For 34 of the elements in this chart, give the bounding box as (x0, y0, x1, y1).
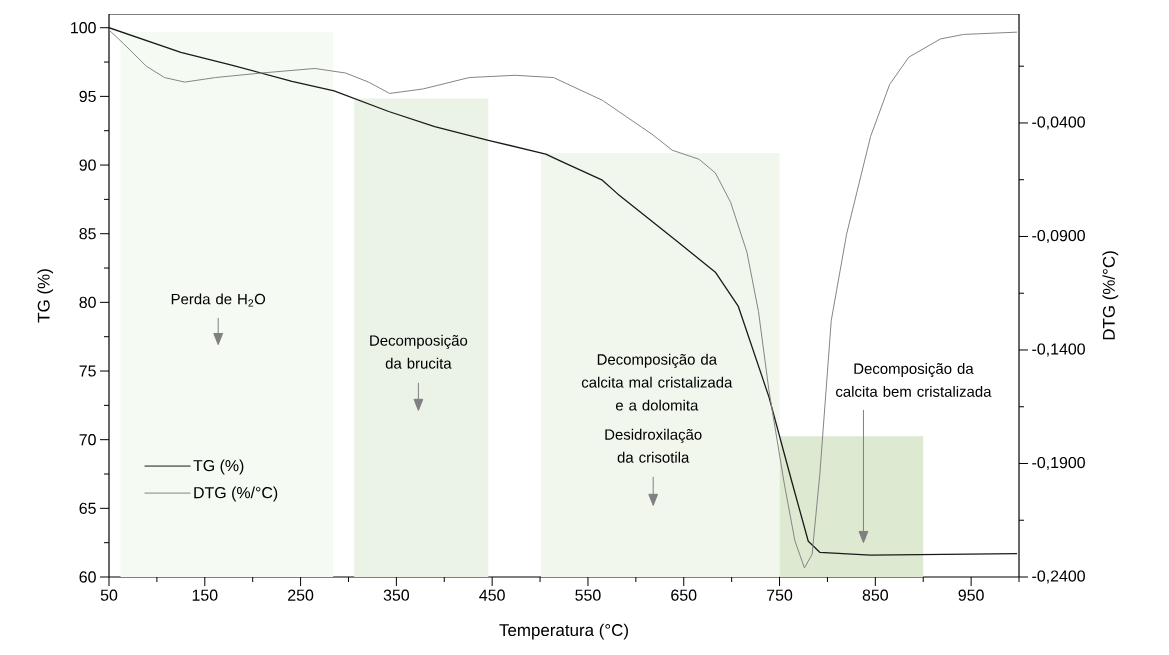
annotation: Decomposição da calcita mal cristalizada e a dolomita (581, 353, 733, 411)
legend-label: DTG (%/°C) (194, 486, 278, 502)
x-tick-label: 450 (479, 589, 505, 601)
x-axis-title: Temperatura (°C) (499, 623, 628, 640)
y-tick-label: 95 (79, 90, 96, 103)
y-tick-label: 60 (79, 571, 96, 583)
x-tick-label: 850 (862, 589, 888, 601)
y-axis-title: TG (%) (37, 269, 54, 323)
x-tick-label: 350 (383, 589, 410, 601)
y2-tick-label: -0,1400 (1032, 343, 1085, 357)
y-tick-label: 65 (79, 502, 96, 514)
y-tick-label: 75 (79, 365, 96, 377)
y-tick-label: 100 (71, 22, 96, 34)
x-tick-label: 150 (192, 589, 218, 601)
x-tick-label: 250 (288, 589, 314, 601)
x-tick-label: 50 (100, 589, 118, 601)
y2-tick-label: -0,0900 (1032, 229, 1085, 244)
annotation: Decomposição da calcita bem cristalizada (836, 363, 992, 397)
y-tick-label: 90 (79, 159, 96, 171)
x-tick-label: 550 (575, 589, 601, 601)
y-tick-label: 70 (79, 434, 96, 446)
x-tick-label: 950 (958, 589, 984, 601)
annotation: Desidroxilação da crisotila (605, 428, 702, 463)
y-tick-label: 85 (79, 228, 96, 240)
y2-tick-label: -0,0400 (1032, 116, 1085, 130)
y2-tick-label: -0,2400 (1032, 570, 1085, 584)
x-tick-label: 650 (671, 589, 697, 601)
y2-tick-label: -0,1900 (1032, 456, 1085, 471)
annotation: Perda de H$_{2}$O (171, 293, 266, 307)
legend-label: TG (%) (193, 459, 244, 475)
y-tick-label: 80 (79, 296, 96, 309)
x-tick-label: 750 (767, 589, 793, 601)
annotation: Decomposição da brucita (370, 334, 468, 369)
y2-axis-title: DTG (%/°C) (1102, 251, 1119, 340)
